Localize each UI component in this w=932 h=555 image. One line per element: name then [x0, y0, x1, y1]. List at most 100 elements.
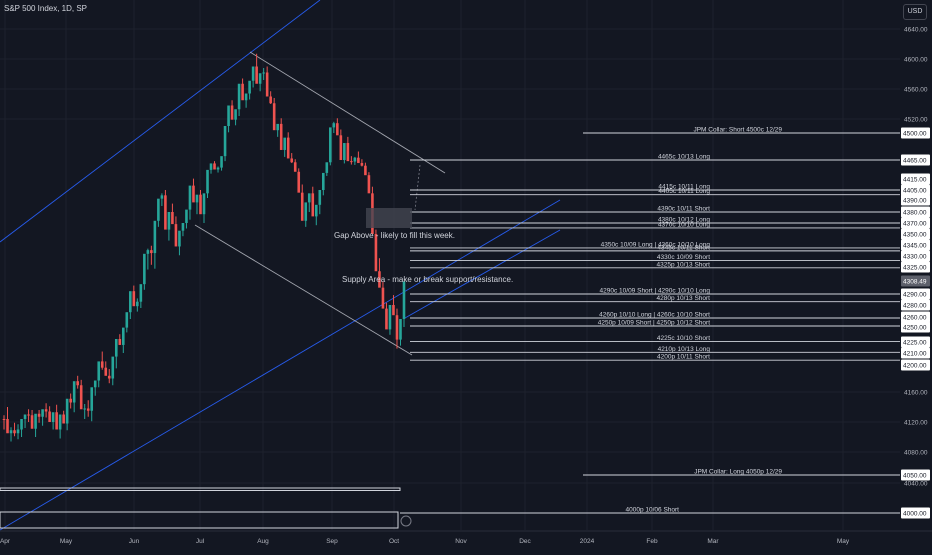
time-axis-bg — [0, 531, 932, 550]
candle-body — [318, 190, 322, 205]
candle-body — [139, 284, 143, 302]
time-tick-label: 2024 — [580, 538, 595, 545]
price-axis-tag — [901, 469, 930, 481]
time-tick-label: Aug — [257, 538, 269, 545]
price-tick-label: 4120.00 — [904, 420, 928, 427]
level-label: 4325p 10/13 Short — [657, 261, 711, 268]
level-label: 4225c 10/10 Short — [657, 335, 710, 342]
last-price-label: 4308.49 — [903, 279, 927, 286]
level-label: 4345c 10/11 Short — [657, 244, 710, 251]
time-tick-label: Apr — [0, 538, 11, 545]
candle-body — [129, 291, 132, 313]
candle-body — [30, 415, 34, 429]
candle-body — [13, 430, 16, 434]
candle-body — [374, 234, 378, 272]
candle-body — [100, 361, 104, 368]
level-label: 4200p 10/11 Short — [657, 354, 710, 361]
candle-body — [65, 398, 69, 424]
candle-body — [37, 413, 41, 417]
candle-body — [279, 123, 283, 150]
level-label: 4415c 10/11 Long — [658, 184, 710, 191]
candle-body — [311, 193, 315, 217]
candle-body — [213, 163, 216, 170]
flash-icon — [400, 515, 412, 527]
candle-body — [350, 161, 353, 163]
price-tick-label: 4040.00 — [904, 481, 928, 488]
candle-body — [381, 287, 385, 309]
trend-channels — [0, 0, 561, 531]
candle-body — [51, 412, 55, 422]
candle-body — [237, 83, 241, 110]
annotations: Gap Above - likely to fill this week. Sup… — [334, 231, 513, 284]
price-axis-tag — [901, 206, 930, 218]
candle-body — [220, 156, 223, 168]
time-tick-label: Nov — [455, 538, 467, 545]
candle-body — [69, 398, 72, 403]
candle-body — [93, 380, 97, 388]
price-axis-tag — [901, 261, 930, 273]
candle-body — [202, 193, 206, 215]
level-label: 4280p 10/13 Short — [657, 295, 711, 302]
candle-body — [16, 429, 20, 434]
candle-body — [251, 66, 255, 81]
price-axis-tag — [901, 194, 930, 206]
candle-body — [150, 250, 153, 254]
price-axis-tag — [901, 359, 930, 371]
candle-body — [343, 143, 346, 160]
candle-body — [325, 162, 329, 173]
candle-body — [23, 414, 27, 419]
level-label: 4380c 10/12 Long — [658, 217, 710, 224]
price-axis-tag — [901, 184, 930, 196]
price-axis-tag-label: 4415.00 — [903, 177, 927, 184]
level-label: 4465c 10/13 Long — [658, 154, 710, 161]
candle-body — [332, 123, 336, 128]
candle-body — [181, 223, 185, 231]
candle-body — [143, 253, 146, 285]
price-axis-tag-label: 4465.00 — [903, 158, 927, 165]
price-axis-tag-label: 4200.00 — [903, 363, 927, 370]
candle-body — [378, 271, 381, 288]
channel-lower-extension — [404, 229, 561, 319]
candle-body — [357, 157, 360, 164]
candle-body — [178, 230, 181, 247]
candle-body — [262, 72, 265, 74]
price-axis-tag-label: 4350.00 — [903, 232, 927, 239]
time-axis[interactable]: Apr May Jun Jul Aug Sep Oct Nov Dec 2024 Feb Mar May — [0, 530, 932, 550]
price-tick-label: 4160.00 — [904, 390, 928, 397]
range-box — [0, 487, 401, 491]
candle-body — [90, 387, 94, 411]
time-tick-label: Mar — [707, 538, 719, 545]
time-tick-label: Dec — [519, 538, 531, 545]
candle-body — [55, 412, 58, 430]
level-label: JPM Collar: Short 4500c 12/29 — [693, 127, 782, 134]
gap-box — [366, 208, 412, 228]
price-axis-tag — [901, 507, 930, 519]
candle-body — [367, 175, 371, 194]
price-axis-tag — [901, 299, 930, 311]
candle-body — [234, 109, 237, 120]
price-axis-tag — [901, 250, 930, 262]
candle-body — [48, 411, 51, 422]
currency-button[interactable]: USD — [903, 4, 927, 20]
candle-body — [104, 367, 108, 376]
annotation-text: Gap Above - likely to fill this week. — [334, 231, 455, 240]
candle-body — [293, 162, 297, 172]
candle-body — [339, 135, 343, 160]
candle-body — [216, 167, 220, 170]
price-axis[interactable]: 4640.00 4600.00 4560.00 4520.00 4160.00 4120.… — [900, 0, 932, 530]
price-axis-tag — [901, 173, 930, 185]
price-tick-label: 4600.00 — [904, 57, 928, 64]
candle-body — [171, 212, 174, 225]
candle-body — [2, 419, 6, 420]
candle-body — [111, 356, 115, 379]
candle-body — [276, 123, 279, 131]
price-axis-tag-label: 4345.00 — [903, 243, 927, 250]
candle-body — [227, 105, 230, 126]
price-axis-tag — [901, 154, 930, 166]
price-axis-tag — [901, 228, 930, 240]
price-axis-tag-label: 4405.00 — [903, 188, 927, 195]
candle-body — [364, 165, 367, 176]
price-axis-tag-label: 4390.00 — [903, 198, 927, 205]
